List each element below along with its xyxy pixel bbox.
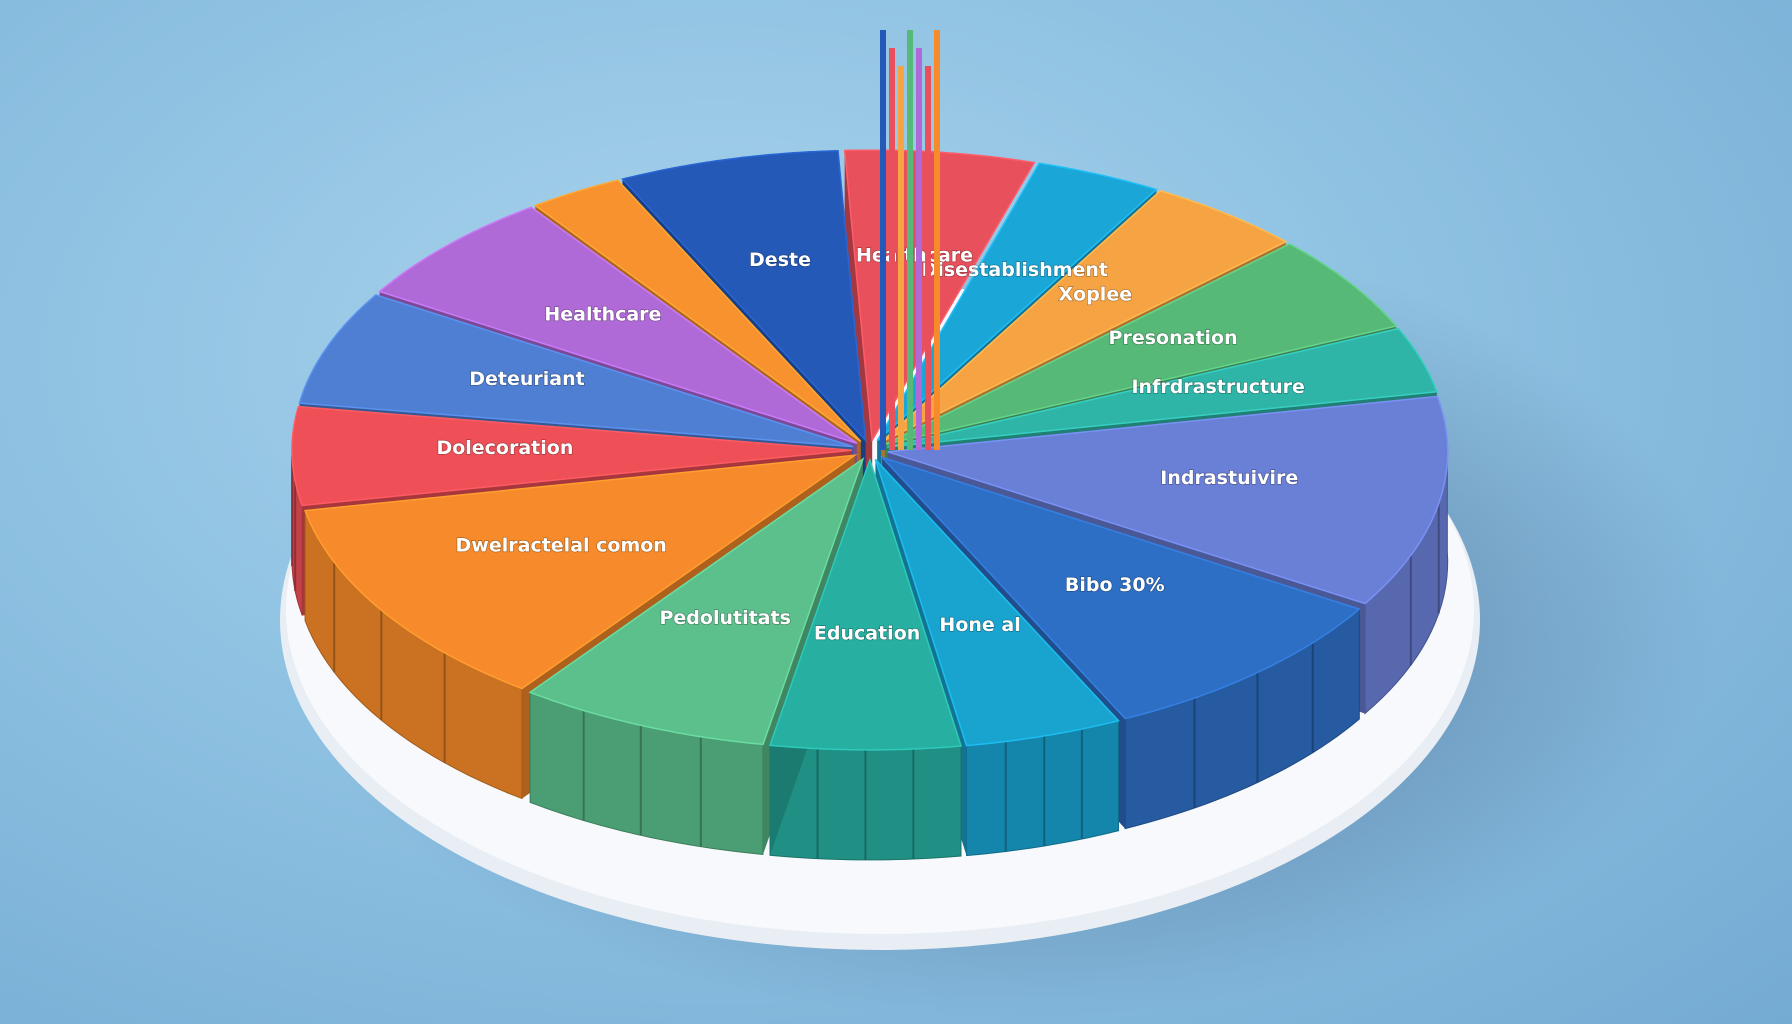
slice-label: Education [814, 623, 920, 645]
pie-slice [291, 405, 853, 507]
pie-slice [884, 243, 1398, 446]
slice-label: Disestablishment [922, 259, 1108, 281]
slice-label: Deste [749, 249, 811, 271]
pie-slice [886, 327, 1438, 448]
slice-label: Dwelractelal comon [456, 534, 667, 556]
slice-label: Indrastuivire [1160, 467, 1298, 489]
pie-slice [298, 294, 854, 448]
slice-label: Presonation [1109, 327, 1238, 349]
slice-label: Healthcare [544, 304, 661, 326]
pie-slice [880, 189, 1288, 443]
center-spike [898, 66, 904, 450]
slice-label: Pedolutitats [659, 607, 790, 629]
slice-label: Hone al [939, 614, 1020, 636]
slice-label: Deteuriant [469, 368, 584, 390]
pie-slice [378, 206, 858, 444]
pie-slice [879, 455, 1361, 720]
pie-slice [887, 395, 1449, 605]
center-spikes [880, 30, 940, 450]
slice-label: Dolecoration [436, 437, 573, 459]
slice-label: Xoplee [1059, 284, 1133, 306]
pie-slice [528, 457, 865, 746]
slice-label: Bibo 30% [1065, 574, 1165, 596]
pie-slice [304, 454, 858, 690]
center-spike [916, 48, 922, 450]
center-spike [889, 48, 895, 450]
pie-slice [621, 150, 867, 443]
center-spike [925, 66, 931, 450]
pie-slice [533, 179, 862, 443]
center-spike [907, 30, 913, 450]
slice-labels: Healthcare Disestablishment Xoplee Presonat… [436, 244, 1306, 645]
pie-slice [768, 457, 963, 751]
pie-slice [876, 162, 1158, 442]
center-spike [880, 30, 886, 450]
slice-label: Infrdrastructure [1131, 376, 1304, 398]
pie-slice [874, 458, 1120, 747]
center-spike [934, 30, 940, 450]
